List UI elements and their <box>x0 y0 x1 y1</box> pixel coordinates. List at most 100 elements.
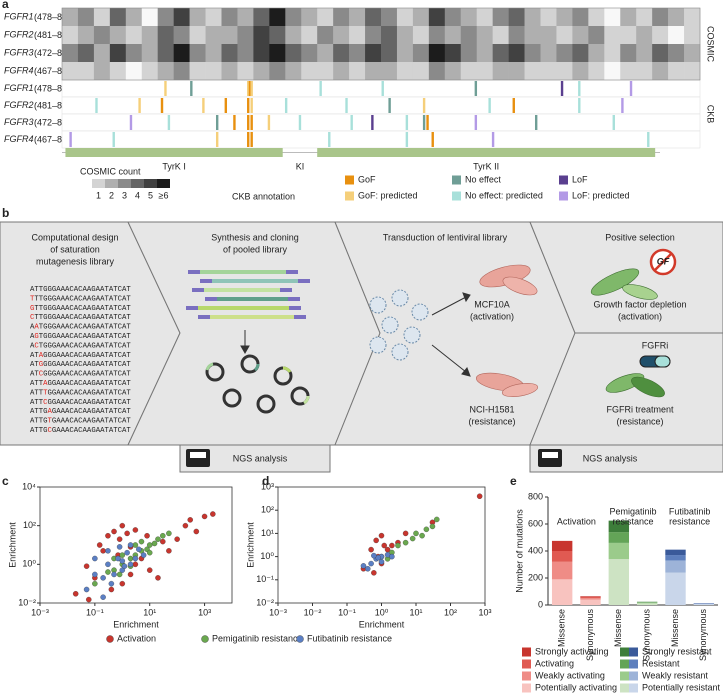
cosmic-cell <box>93 26 111 44</box>
legend-swatch <box>522 647 531 657</box>
cosmic-cell <box>572 44 589 62</box>
ckb-mark <box>578 98 581 113</box>
gf-icon <box>649 248 677 276</box>
cosmic-cell <box>317 44 334 62</box>
sequence-part: TTGGGAAACACAAGAATATCAT <box>34 305 131 313</box>
point <box>365 565 371 572</box>
cell-line-label: NCI-H1581 <box>469 404 514 414</box>
ckb-mark <box>215 132 219 147</box>
circle <box>205 362 225 382</box>
point <box>402 539 409 546</box>
cosmic-cell <box>333 62 350 80</box>
ckb-mark <box>328 132 331 147</box>
sequence: ATTAGGAAACACAAGAATATCAT <box>30 380 131 388</box>
rect <box>192 288 292 292</box>
y-tick-label: 0 <box>538 599 543 609</box>
cosmic-cell <box>476 26 493 44</box>
gene-name: FGFR4 <box>4 65 34 75</box>
cosmic-cell <box>269 26 286 44</box>
point <box>378 558 385 565</box>
rect <box>294 315 306 319</box>
ckb-row <box>61 96 701 115</box>
step-title: Positive selection <box>605 232 675 242</box>
line <box>654 253 672 271</box>
cosmic-cell <box>285 26 302 44</box>
sequence-part: G <box>34 333 38 341</box>
point <box>402 530 409 537</box>
drug-icon <box>639 355 671 368</box>
ckb-mark <box>167 115 171 130</box>
cosmic-cell <box>412 62 430 80</box>
y-tick-label: 600 <box>528 518 543 528</box>
polygon <box>240 345 250 355</box>
legend-swatch <box>345 175 354 185</box>
cosmic-cell <box>365 62 382 80</box>
legend-swatch <box>629 647 638 657</box>
cosmic-cell <box>221 44 238 62</box>
point <box>116 544 123 550</box>
legend-label: Activating <box>535 658 574 668</box>
circle <box>222 388 242 408</box>
cosmic-cell <box>556 8 573 26</box>
rect <box>654 355 671 368</box>
cosmic-cell <box>476 62 493 80</box>
point <box>381 542 387 549</box>
group-label: Pemigatinib <box>609 506 656 516</box>
cosmic-cell <box>189 8 206 26</box>
cosmic-cell <box>492 8 509 26</box>
sequence-part: T <box>30 295 35 303</box>
sequence-part: A <box>30 342 35 350</box>
cosmic-cell <box>269 62 286 80</box>
cosmic-cell <box>620 26 637 44</box>
legend-tick: 1 <box>96 190 101 200</box>
point <box>155 575 161 581</box>
cosmic-cell <box>221 8 238 26</box>
sequence-part: GGGAAACACAAGAATATCAT <box>43 361 131 369</box>
point <box>193 528 200 535</box>
point <box>136 546 142 553</box>
sequence: AGTGGGAAACACAAGAATATCAT <box>30 333 131 341</box>
gene-name: FGFR4 <box>4 134 34 144</box>
cell-line-label: MCF10A <box>474 299 510 309</box>
cosmic-cell <box>301 26 318 44</box>
legend-swatch <box>452 191 461 201</box>
ckb-mark <box>267 115 271 130</box>
cosmic-cell <box>428 62 446 80</box>
polygon <box>462 292 471 303</box>
ckb-mark <box>405 132 409 147</box>
rect <box>186 306 301 310</box>
cosmic-cell <box>604 8 621 26</box>
bar-segment <box>665 549 686 556</box>
rect <box>280 288 292 292</box>
bar-segment <box>608 520 630 533</box>
cosmic-cell <box>269 44 286 62</box>
point <box>86 596 92 603</box>
ckb-mark <box>426 115 429 130</box>
ckb-mark <box>350 115 353 130</box>
sequence: ATTGAGAAACACAAGAATATCAT <box>30 408 131 416</box>
point <box>119 522 126 529</box>
x-tick-label: 10⁻¹ <box>338 607 356 617</box>
cosmic-cell <box>301 62 318 80</box>
cosmic-cell <box>396 26 414 44</box>
ckb-mark <box>371 115 374 130</box>
rect <box>198 315 210 319</box>
point <box>100 575 106 581</box>
ckb-mark <box>647 132 650 147</box>
legend-tick: 3 <box>122 190 127 200</box>
gene-range: (467–803) <box>34 66 75 76</box>
legend-tick: ≥6 <box>159 190 169 200</box>
cosmic-cell <box>349 8 366 26</box>
cosmic-cell <box>636 26 653 44</box>
rect <box>205 297 217 301</box>
cosmic-cell <box>237 44 254 62</box>
cosmic-cell <box>381 44 398 62</box>
cosmic-cell <box>349 26 366 44</box>
point <box>127 571 134 578</box>
cosmic-cell <box>540 8 557 26</box>
library-oligos <box>186 270 310 319</box>
legend-swatch <box>629 683 638 693</box>
point <box>140 552 147 558</box>
x-axis-label: Enrichment <box>113 619 159 629</box>
point <box>105 533 111 539</box>
